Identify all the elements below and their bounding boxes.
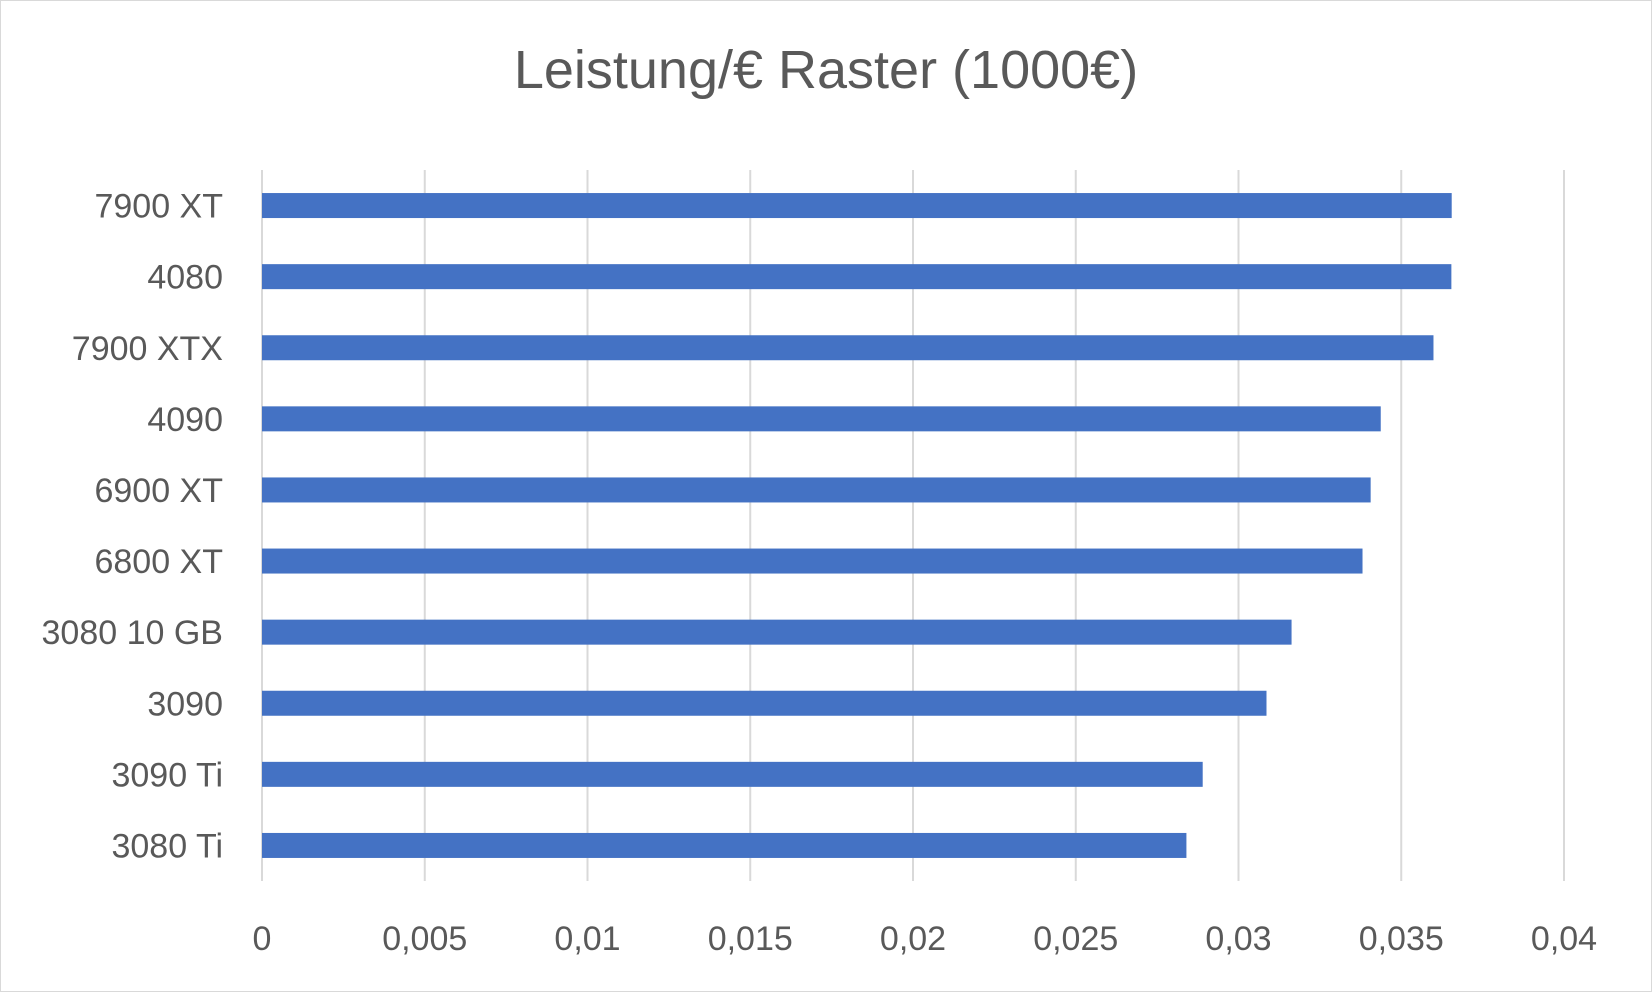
category-label: 4090	[147, 401, 223, 439]
bar	[262, 619, 1292, 645]
category-label: 6800 XT	[94, 543, 223, 581]
category-label: 3090	[147, 685, 223, 723]
x-tick-label: 0,02	[880, 920, 946, 958]
x-tick-label: 0,03	[1205, 920, 1271, 958]
category-label: 3080 Ti	[111, 827, 223, 865]
x-tick-label: 0,005	[382, 920, 467, 958]
category-label: 3090 Ti	[111, 756, 223, 794]
x-tick-label: 0,01	[554, 920, 620, 958]
bar	[262, 477, 1371, 503]
x-tick-label: 0	[253, 920, 272, 958]
bar	[262, 690, 1267, 716]
chart-title: Leistung/€ Raster (1000€)	[513, 40, 1139, 100]
x-tick-label: 0,04	[1531, 920, 1597, 958]
x-tick-label: 0,035	[1359, 920, 1444, 958]
bar	[262, 548, 1363, 574]
category-label: 4080	[147, 259, 223, 297]
bar	[262, 832, 1187, 858]
bar	[262, 406, 1381, 432]
category-label: 3080 10 GB	[42, 614, 223, 652]
category-label: 7900 XTX	[72, 330, 223, 368]
category-label: 7900 XT	[94, 188, 223, 226]
x-tick-label: 0,025	[1033, 920, 1118, 958]
bar	[262, 335, 1434, 361]
bar	[262, 761, 1203, 787]
bar	[262, 193, 1452, 219]
category-label: 6900 XT	[94, 472, 223, 510]
bar	[262, 264, 1452, 290]
x-tick-label: 0,015	[708, 920, 793, 958]
